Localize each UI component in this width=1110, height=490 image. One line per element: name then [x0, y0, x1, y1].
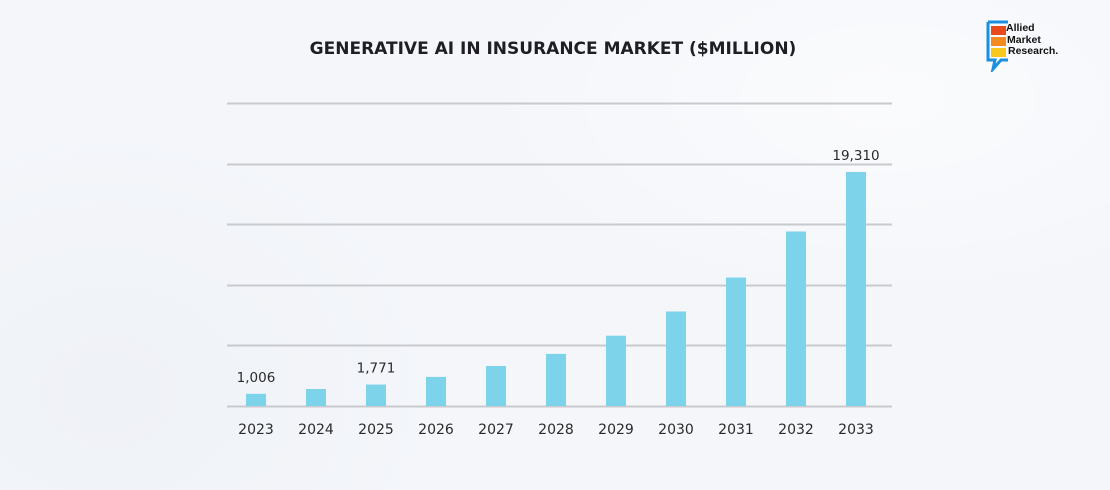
x-tick-label-2025: 2025: [358, 422, 394, 438]
bar-2030: [666, 311, 686, 406]
data-label-2023: 1,006: [237, 370, 276, 386]
data-label-2025: 1,771: [357, 361, 396, 377]
logo-text: Allied Market Research.: [1006, 22, 1059, 58]
x-tick-label-2028: 2028: [538, 422, 574, 438]
bar-2032: [786, 231, 806, 406]
chart-title: GENERATIVE AI IN INSURANCE MARKET ($MILL…: [309, 39, 797, 59]
logo-line-3: Research.: [1008, 45, 1059, 57]
x-tick-label-2031: 2031: [718, 422, 754, 438]
logo-bar-red: [991, 26, 1006, 35]
allied-market-research-logo: Allied Market Research.: [986, 20, 1076, 72]
x-tick-label-2030: 2030: [658, 422, 694, 438]
data-label-2033: 19,310: [832, 148, 879, 164]
x-tick-label-2024: 2024: [298, 422, 334, 438]
logo-bubble-icon: [986, 20, 1008, 72]
bar-2029: [606, 335, 626, 406]
gridlines: [227, 102, 892, 408]
logo-bar-orange: [991, 37, 1006, 46]
x-tick-label-2026: 2026: [418, 422, 454, 438]
x-tick-label-2023: 2023: [238, 422, 274, 438]
x-tick-label-2029: 2029: [598, 422, 634, 438]
logo-bar-yellow: [991, 48, 1006, 57]
logo-line-2: Market: [1007, 33, 1041, 46]
bar-2028: [546, 353, 566, 406]
bars: [246, 171, 866, 406]
x-tick-label-2032: 2032: [778, 422, 814, 438]
data-labels: 1,006 1,771 19,310: [237, 148, 880, 386]
x-tick-label-2033: 2033: [838, 422, 874, 438]
bar-2031: [726, 277, 746, 406]
bar-2024: [306, 389, 326, 406]
bar-2025: [366, 384, 386, 406]
bar-2033: [846, 171, 866, 406]
bar-2027: [486, 366, 506, 406]
x-axis-tick-labels: 2023 2024 2025 2026 2027 2028 2029 2030 2031 2032…: [238, 422, 874, 438]
bar-2026: [426, 376, 446, 406]
bar-2023: [246, 393, 266, 406]
x-tick-label-2027: 2027: [478, 422, 514, 438]
logo-line-1: Allied: [1006, 22, 1035, 34]
